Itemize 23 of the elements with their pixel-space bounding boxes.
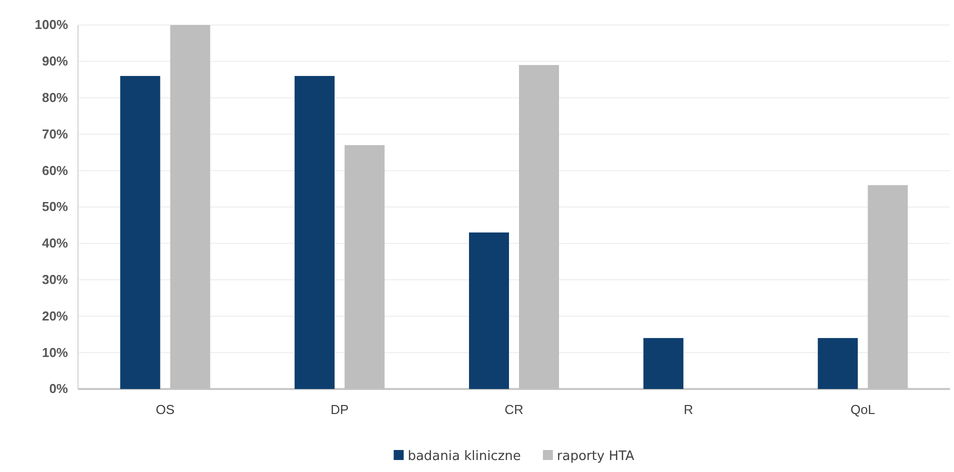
y-tick-label: 100% [34,17,68,32]
y-tick-label: 40% [42,236,68,251]
y-tick-label: 0% [49,381,68,396]
y-tick-label: 20% [42,308,68,324]
y-tick-label: 90% [42,54,68,69]
legend-label: badania kliniczne [408,449,521,464]
bar [120,76,160,389]
bar [469,232,509,389]
y-tick-label: 30% [42,272,68,287]
y-tick-label: 70% [42,126,68,142]
legend-label: raporty HTA [556,449,634,464]
x-tick-label: QoL [850,402,876,418]
y-tick-label: 10% [42,344,68,360]
y-tick-label: 50% [42,199,68,214]
y-tick-label: 80% [42,90,68,105]
bar [818,338,858,389]
x-tick-label: R [684,402,694,418]
bar [643,338,684,389]
x-tick-label: CR [504,402,524,418]
y-tick-label: 60% [42,162,68,178]
x-tick-label: OS [156,402,175,418]
x-tick-label: DP [330,402,349,418]
bar [294,76,335,389]
